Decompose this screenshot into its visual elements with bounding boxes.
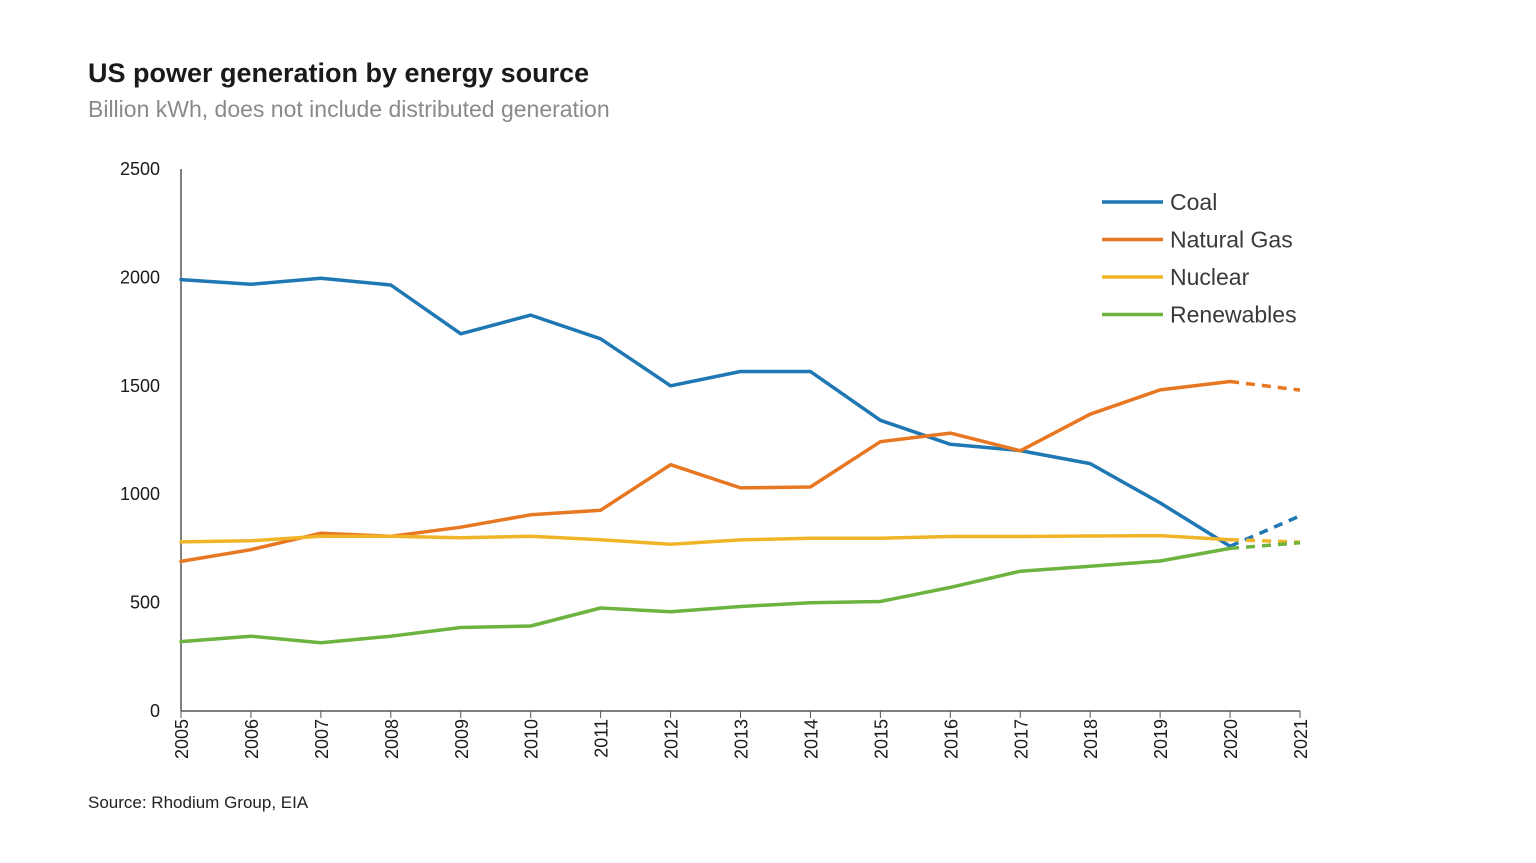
legend-label-coal: Coal <box>1170 189 1217 215</box>
y-tick-label: 1500 <box>120 376 160 396</box>
x-tick-label: 2011 <box>592 719 612 758</box>
legend-label-natural-gas: Natural Gas <box>1170 227 1293 253</box>
series-projection-renewables <box>1229 541 1301 551</box>
series-line-coal <box>179 276 1232 548</box>
y-tick-label: 2000 <box>120 267 160 287</box>
x-tick-label: 2019 <box>1151 719 1171 759</box>
x-tick-label: 2016 <box>941 719 961 759</box>
chart-title: US power generation by energy source <box>88 58 590 88</box>
x-tick-label: 2012 <box>662 719 682 759</box>
series-projection-natural-gas <box>1229 379 1301 392</box>
x-tick-label: 2021 <box>1291 719 1311 759</box>
series-projection-nuclear <box>1230 537 1301 544</box>
series-line-nuclear <box>179 533 1232 547</box>
x-tick-label: 2009 <box>452 719 472 759</box>
y-tick-label: 0 <box>150 701 160 721</box>
x-tick-label: 2017 <box>1011 719 1031 759</box>
x-tick-label: 2007 <box>312 719 332 759</box>
chart-legend: Coal Natural Gas Nuclear Renewables <box>1102 189 1297 328</box>
x-tick-label: 2005 <box>172 719 192 759</box>
x-tick-label: 2014 <box>801 719 821 759</box>
x-tick-label: 2006 <box>242 719 262 759</box>
y-tick-label: 1000 <box>120 484 160 504</box>
chart-series-lines <box>179 276 1301 645</box>
x-tick-label: 2018 <box>1081 719 1101 759</box>
x-tick-label: 2020 <box>1221 719 1241 759</box>
chart-axes: 0 500 1000 1500 2000 2500 2005 2006 2007 2008 2009… <box>120 159 1311 759</box>
legend-label-renewables: Renewables <box>1170 302 1297 328</box>
y-tick-label: 2500 <box>120 159 160 179</box>
x-tick-label: 2013 <box>732 719 752 759</box>
series-projection-coal <box>1229 514 1301 548</box>
source-note: Source: Rhodium Group, EIA <box>88 793 309 812</box>
legend-label-nuclear: Nuclear <box>1170 264 1250 290</box>
y-tick-label: 500 <box>130 593 160 613</box>
chart-subtitle: Billion kWh, does not include distribute… <box>88 96 610 122</box>
series-line-renewables <box>179 546 1232 645</box>
x-tick-label: 2015 <box>871 719 891 759</box>
x-tick-label: 2010 <box>522 719 542 759</box>
x-tick-label: 2008 <box>382 719 402 759</box>
